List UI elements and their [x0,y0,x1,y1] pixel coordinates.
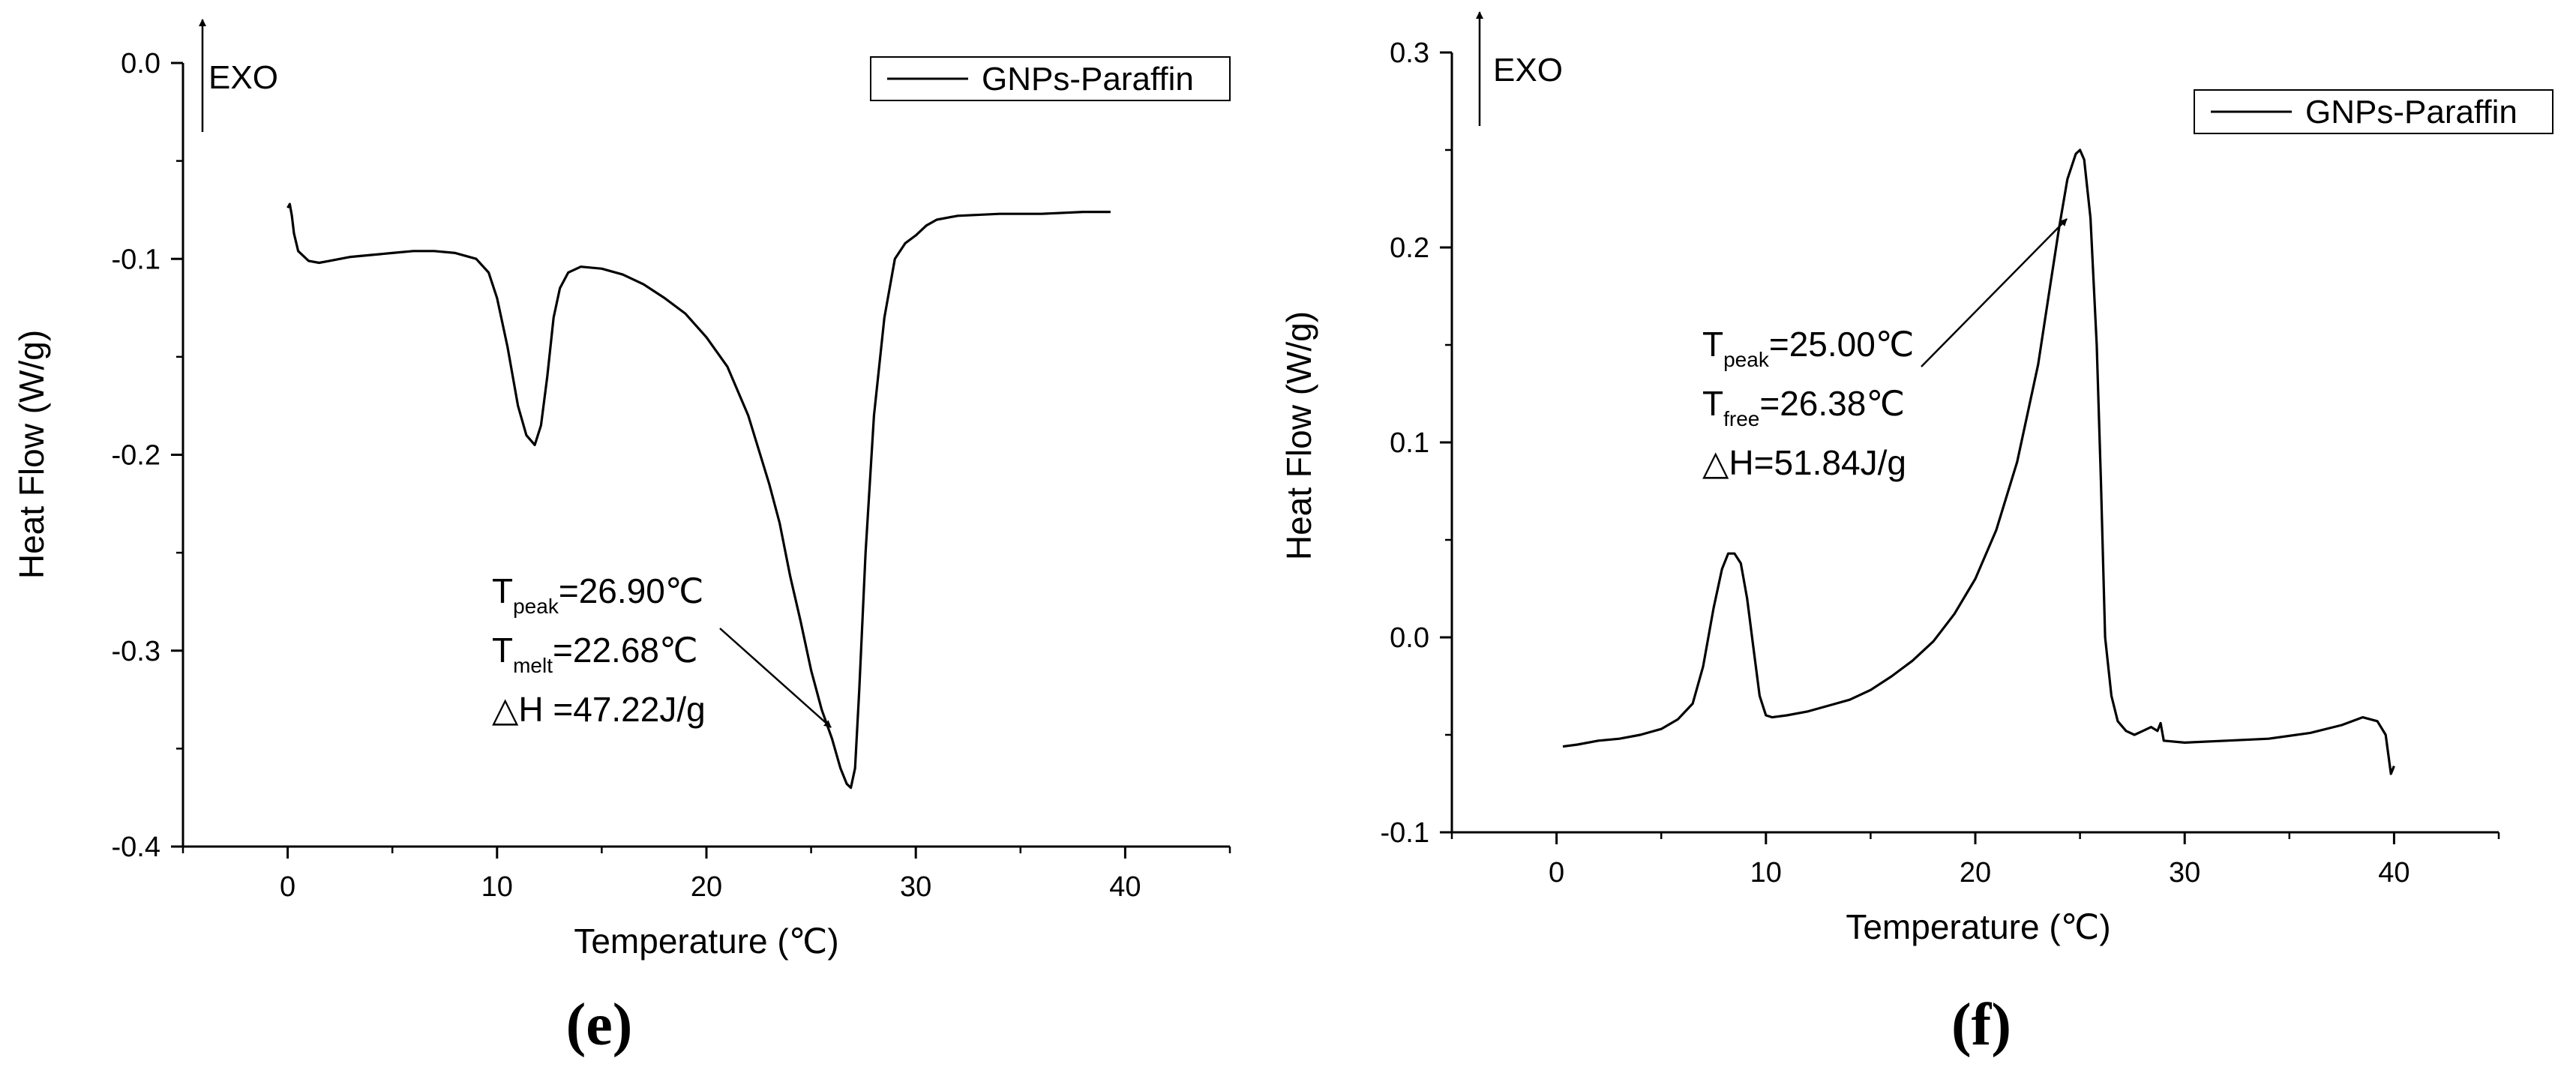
annotation-value: =26.38℃ [1759,384,1905,423]
y-tick-label: 0.0 [121,48,160,79]
x-axis-label: Temperature (℃) [574,922,838,961]
annotation-arrow [719,628,832,728]
chart-e: 0 10 20 30 40 0.0 -0.1 -0.2 -0.3 -0.4 Temperature … [12,19,1231,1058]
y-axis-label: Heat Flow (W/g) [1279,311,1318,560]
x-tick-label: 40 [1109,871,1141,903]
annotation-symbol: T [492,571,513,610]
y-tick-label: 0.1 [1390,427,1429,459]
y-tick-label: -0.3 [112,636,160,667]
series-line-GNPs-Paraffin [1562,148,2395,775]
x-tick-label: 30 [2169,857,2200,889]
y-tick-label: 0.2 [1390,232,1429,264]
x-tick-label: 20 [691,871,722,903]
y-tick-label: -0.1 [1381,817,1429,849]
y-tick-label: -0.1 [112,244,160,275]
panel-label: (f) [1951,992,2011,1058]
legend-label: GNPs-Paraffin [2305,94,2518,130]
x-axis-label: Temperature (℃) [1846,907,2110,946]
exo-label: EXO [208,59,278,96]
exo-label: EXO [1493,52,1563,88]
y-tick-label: 0.0 [1390,622,1429,654]
annotation-value: =26.90℃ [559,571,704,610]
legend-label: GNPs-Paraffin [982,61,1194,97]
x-tick-label: 40 [2378,857,2410,889]
annotation-symbol: T [492,631,513,670]
panel-label: (e) [566,992,633,1058]
annotation-arrow [1921,218,2068,367]
x-tick-label: 10 [1750,857,1782,889]
x-tick-label: 30 [900,871,931,903]
annotation-value: =22.68℃ [553,631,698,670]
annotation-line-2: Tmelt=22.68℃ [492,631,698,677]
y-tick-label: -0.4 [112,832,160,863]
x-tick-label: 0 [280,871,295,903]
chart-f: 0 10 20 30 40 -0.1 0.0 0.1 0.2 0.3 Temperature (℃)… [1279,11,2554,1058]
annotation-subscript: melt [513,654,553,677]
x-tick-label: 0 [1549,857,1564,889]
annotation-line-1: Tpeak=25.00℃ [1702,325,1914,371]
annotation-subscript: free [1723,407,1759,430]
y-tick-label: 0.3 [1390,37,1429,69]
annotation-value: =25.00℃ [1769,325,1915,364]
annotation-line-1: Tpeak=26.90℃ [492,571,703,618]
annotation-line-2: Tfree=26.38℃ [1702,384,1905,430]
y-axis-label: Heat Flow (W/g) [12,330,51,579]
x-tick-label: 20 [1960,857,1991,889]
annotation-enthalpy: △H =47.22J/g [492,690,706,729]
annotation-subscript: peak [513,595,559,618]
annotation-enthalpy: △H=51.84J/g [1702,443,1906,482]
annotation-symbol: T [1702,384,1723,423]
annotation-subscript: peak [1723,348,1770,371]
series-line-GNPs-Paraffin [286,202,1111,790]
y-tick-label: -0.2 [112,440,160,472]
annotation-symbol: T [1702,325,1723,364]
x-tick-label: 10 [481,871,513,903]
